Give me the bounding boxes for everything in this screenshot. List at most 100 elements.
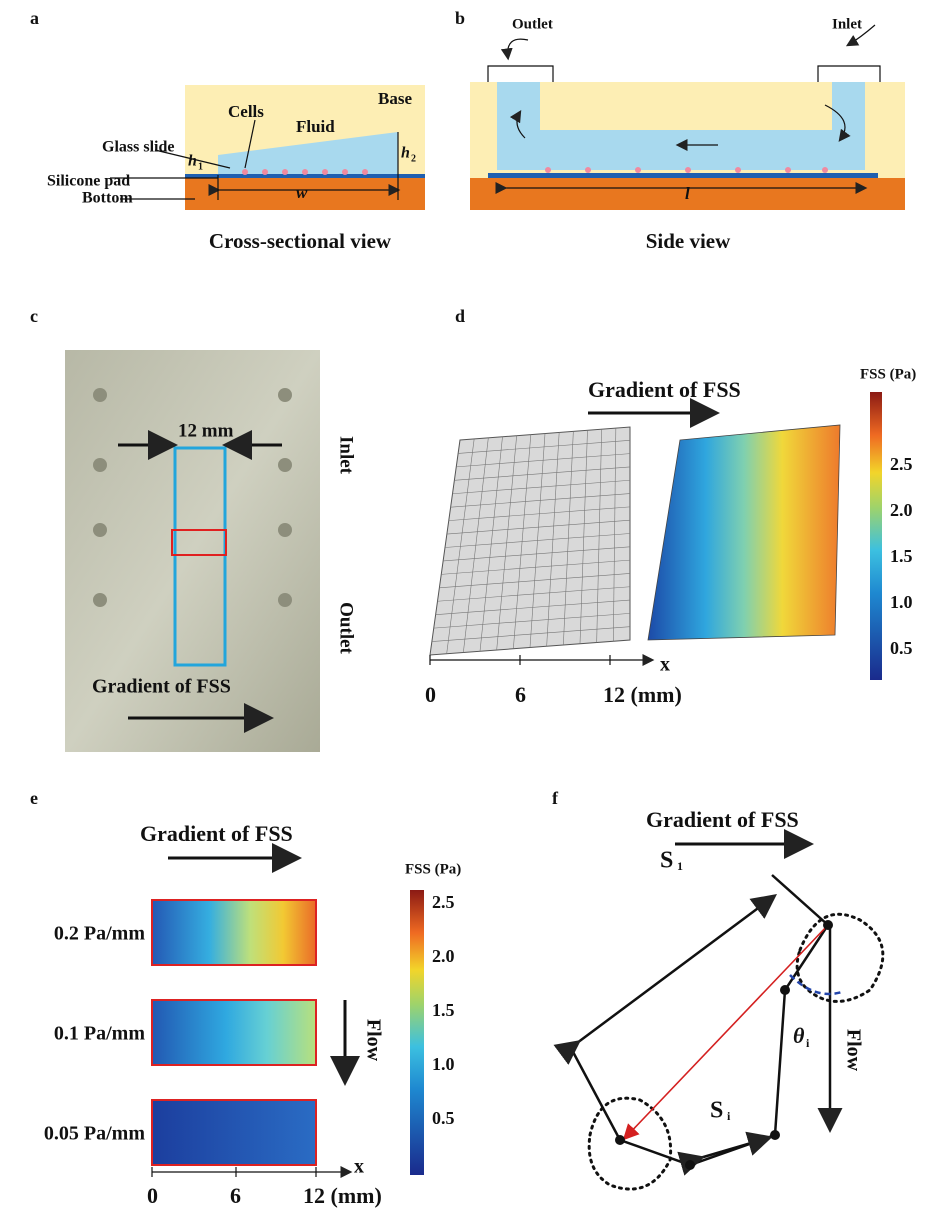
x-tick-label: 6 [515, 682, 526, 707]
label: Flow [362, 1019, 384, 1062]
panel-label: c [30, 306, 38, 326]
circle-shape [770, 1130, 780, 1140]
label: h [401, 145, 410, 162]
colorbar-tick-label: 1.0 [432, 1054, 455, 1074]
line-shape [700, 1138, 768, 1158]
label: S [660, 848, 673, 874]
circle-shape [822, 167, 828, 173]
colorbar-tick-label: 1.5 [890, 546, 913, 566]
circle-shape [823, 920, 833, 930]
panel-label: f [552, 788, 559, 808]
label: Cells [228, 102, 264, 121]
figure: a b c d e f Base Cells Fluid Glass slide Silicone … [0, 0, 937, 1213]
x-tick-label: 12 (mm) [603, 682, 682, 707]
colorbar-tick-label: 1.0 [890, 592, 913, 612]
caption: Side view [646, 229, 731, 253]
panel-label: d [455, 306, 465, 326]
circle-shape [685, 1160, 695, 1170]
label: Glass slide [102, 139, 174, 156]
circle-shape [93, 593, 107, 607]
g-shape [430, 655, 652, 665]
x-tick-label: 6 [230, 1183, 241, 1208]
label: Silicone pad [47, 173, 130, 190]
panel-label: e [30, 788, 38, 808]
label: Inlet [336, 436, 357, 475]
circle-shape [278, 593, 292, 607]
circle-shape [362, 169, 368, 175]
panel-label: a [30, 8, 39, 28]
label: 1 [677, 859, 683, 873]
circle-shape [262, 169, 268, 175]
circle-shape [93, 523, 107, 537]
label: θ [793, 1023, 805, 1048]
label: 12 mm [178, 420, 234, 441]
label: Bottom [82, 190, 133, 207]
circle-shape [685, 167, 691, 173]
colorbar-tick-label: 2.5 [432, 892, 455, 912]
panel-label: b [455, 8, 465, 28]
rect-shape [152, 1000, 316, 1065]
label: x [354, 1156, 364, 1178]
label: Flow [842, 1029, 864, 1072]
x-tick-label: 0 [425, 682, 436, 707]
label: Gradient of FSS [646, 807, 799, 832]
row-label: 0.05 Pa/mm [44, 1123, 145, 1145]
circle-shape [322, 169, 328, 175]
rect-shape [152, 900, 316, 965]
label: 2 [411, 153, 416, 164]
circle-shape [780, 985, 790, 995]
label: Outlet [336, 602, 357, 654]
x-tick-label: 12 (mm) [303, 1183, 382, 1208]
circle-shape [278, 458, 292, 472]
circle-shape [93, 388, 107, 402]
label: Gradient of FSS [140, 821, 293, 846]
label: x [660, 654, 670, 676]
colorbar-tick-label: 1.5 [432, 1000, 455, 1020]
label: Base [378, 89, 412, 108]
circle-shape [585, 167, 591, 173]
caption: Cross-sectional view [209, 229, 392, 253]
colorbar-tick-label: 2.0 [890, 500, 913, 520]
line-shape [772, 875, 828, 925]
circle-shape [93, 458, 107, 472]
label: h [188, 153, 197, 170]
label: 1 [198, 161, 203, 172]
colorbar-tick-label: 0.5 [432, 1108, 455, 1128]
circle-shape [278, 388, 292, 402]
label: w [296, 183, 308, 202]
circle-shape [545, 167, 551, 173]
label: FSS (Pa) [405, 861, 461, 877]
rect-shape [152, 1100, 316, 1165]
label: i [727, 1109, 731, 1123]
circle-shape [635, 167, 641, 173]
label: S [710, 1098, 723, 1124]
circle-shape [342, 169, 348, 175]
path-shape [508, 39, 528, 58]
circle-shape [282, 169, 288, 175]
row-label: 0.1 Pa/mm [54, 1023, 145, 1045]
circle-shape [242, 169, 248, 175]
label: Inlet [832, 16, 862, 32]
colorbar-tick-label: 2.0 [432, 946, 455, 966]
circle-shape [785, 167, 791, 173]
circle-shape [615, 1135, 625, 1145]
circle-shape [735, 167, 741, 173]
label: FSS (Pa) [860, 366, 916, 382]
label: Gradient of FSS [92, 676, 231, 698]
colorbar-tick-label: 2.5 [890, 454, 913, 474]
label: Outlet [512, 16, 553, 32]
circle-shape [278, 523, 292, 537]
colorbar-tick-label: 0.5 [890, 638, 913, 658]
label: Fluid [296, 117, 335, 136]
line-shape [572, 1050, 620, 1140]
g-shape [152, 1167, 350, 1177]
path-shape [790, 975, 842, 994]
label: l [685, 184, 690, 203]
rect-shape [488, 173, 878, 178]
label: Gradient of FSS [588, 377, 741, 402]
row-label: 0.2 Pa/mm [54, 923, 145, 945]
label: i [806, 1036, 810, 1050]
polygon-shape [648, 425, 840, 640]
rect-shape [410, 890, 424, 1175]
rect-shape [870, 392, 882, 680]
